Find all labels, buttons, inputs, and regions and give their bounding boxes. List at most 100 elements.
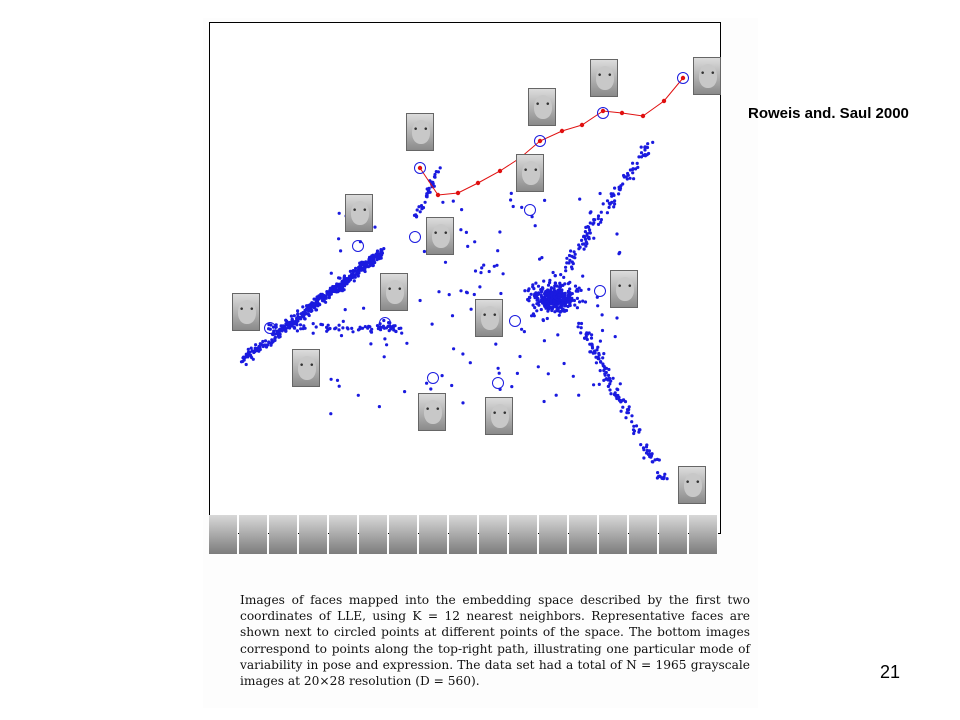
data-point: [618, 186, 623, 190]
data-point: [541, 318, 545, 322]
circled-point: [509, 315, 521, 327]
data-point: [501, 272, 505, 276]
data-point: [589, 350, 593, 354]
data-point: [246, 354, 250, 358]
data-point: [346, 327, 350, 331]
data-point: [329, 288, 333, 292]
data-point: [628, 168, 632, 172]
face-image: [693, 57, 721, 95]
data-point: [468, 361, 472, 365]
data-point: [515, 371, 519, 375]
strip-face-image: [209, 515, 238, 554]
data-point: [568, 302, 572, 307]
path-point: [475, 180, 481, 186]
data-point: [645, 443, 649, 447]
data-point: [596, 214, 601, 218]
data-point: [621, 182, 625, 186]
data-point: [608, 382, 612, 386]
data-point: [651, 460, 655, 464]
data-point: [645, 145, 650, 150]
data-point: [433, 175, 437, 179]
data-point: [447, 293, 451, 297]
data-point: [275, 332, 279, 336]
data-point: [460, 208, 464, 212]
data-point: [273, 335, 277, 339]
circled-point: [379, 317, 391, 329]
data-point: [350, 326, 354, 330]
data-point: [294, 319, 298, 323]
data-point: [375, 258, 379, 262]
data-point: [301, 311, 305, 315]
data-point: [627, 405, 631, 409]
data-point: [615, 316, 619, 320]
data-point: [301, 305, 305, 309]
data-point: [533, 306, 537, 310]
data-point: [650, 452, 654, 456]
data-point: [461, 352, 465, 356]
data-point: [592, 383, 596, 387]
data-point: [341, 326, 345, 330]
data-point: [286, 322, 290, 326]
data-point: [613, 202, 617, 206]
data-point: [328, 326, 332, 331]
data-point: [637, 428, 641, 432]
data-point: [433, 172, 437, 177]
data-point: [611, 376, 615, 380]
scatter-plot-svg: [239, 72, 689, 481]
data-point: [553, 281, 557, 285]
data-point: [270, 338, 274, 342]
data-point: [329, 412, 333, 416]
path-point: [600, 108, 606, 114]
data-point: [340, 280, 344, 284]
data-point: [539, 293, 543, 297]
data-point: [594, 361, 598, 365]
data-point: [278, 332, 282, 336]
data-point: [523, 289, 527, 293]
lle-embedding-plot: [209, 22, 721, 534]
data-point: [510, 385, 514, 389]
data-point: [527, 287, 531, 291]
data-point: [579, 321, 584, 326]
circled-point: [534, 135, 546, 147]
data-point: [367, 261, 371, 265]
data-point: [532, 287, 536, 291]
data-point: [250, 355, 254, 360]
data-point: [567, 253, 572, 258]
data-point: [600, 313, 604, 317]
data-point: [632, 424, 636, 428]
data-point: [280, 327, 284, 331]
data-point: [244, 362, 248, 367]
data-point: [660, 476, 664, 480]
data-point: [616, 396, 620, 400]
data-point: [387, 321, 391, 325]
data-point: [487, 269, 491, 274]
data-point: [607, 205, 611, 209]
data-point: [394, 329, 398, 334]
data-point: [589, 336, 594, 340]
data-point: [281, 324, 285, 328]
data-point: [531, 303, 535, 307]
data-point: [619, 399, 623, 403]
data-point: [645, 448, 649, 453]
bottom-face-strip: [209, 515, 721, 555]
data-point: [418, 210, 422, 214]
data-point: [573, 252, 577, 256]
data-point: [271, 325, 276, 329]
data-point: [655, 476, 659, 480]
data-point: [605, 199, 610, 203]
data-point: [536, 284, 541, 288]
data-point: [415, 208, 419, 212]
data-point: [296, 312, 300, 317]
data-point: [479, 271, 483, 275]
data-point: [581, 274, 585, 278]
data-point: [601, 356, 605, 360]
data-point: [591, 351, 595, 355]
data-point: [246, 347, 250, 351]
data-point: [531, 312, 535, 316]
data-point: [550, 291, 554, 295]
data-point: [451, 199, 455, 203]
data-point: [263, 339, 268, 343]
data-point: [379, 328, 383, 332]
data-point: [615, 232, 619, 236]
data-point: [533, 224, 537, 228]
